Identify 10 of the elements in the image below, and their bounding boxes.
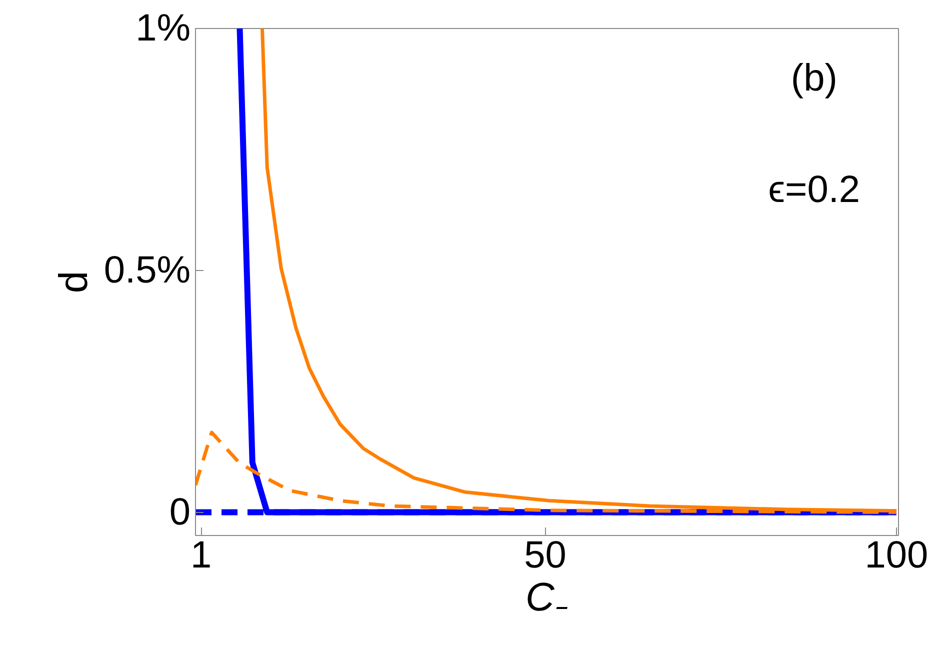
x-axis-title: C₋ [526, 576, 568, 620]
annotation: (b) [790, 57, 838, 100]
x-tick-label: 100 [864, 534, 928, 576]
y-tick-label: 0.5% [104, 249, 191, 292]
x-tick-label: 50 [524, 534, 566, 576]
x-tick-label: 1 [190, 534, 212, 576]
annotation: ϵ=0.2 [768, 169, 860, 212]
y-tick-label: 0 [169, 491, 191, 534]
y-tick-label: 1% [136, 8, 190, 50]
y-axis-title: d [52, 270, 96, 294]
